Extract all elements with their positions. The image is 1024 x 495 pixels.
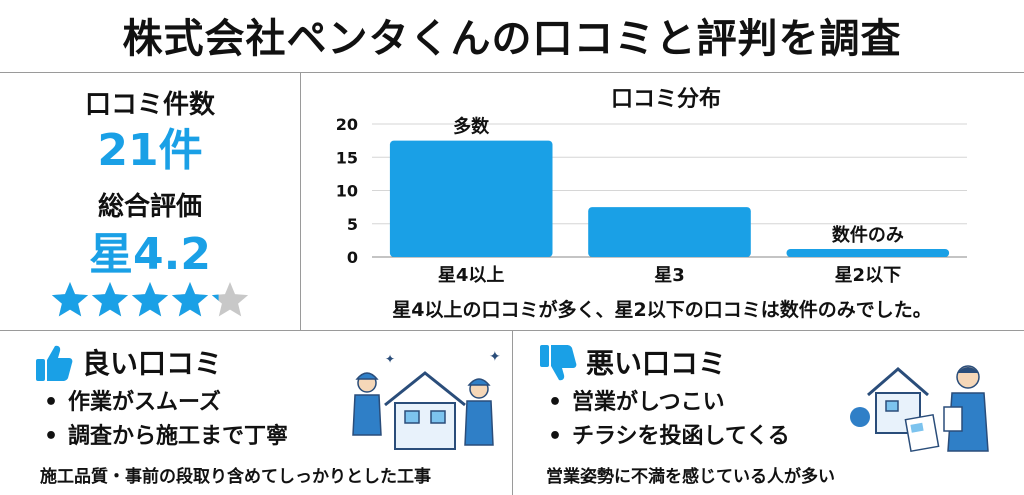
y-tick-label: 15 [336,148,358,167]
chart-title: 口コミ分布 [611,86,721,112]
page-title: 株式会社ペンタくんの口コミと評判を調査 [122,16,902,62]
star-icon [51,282,89,317]
bad-review-item: 営業がしつこい [572,390,725,415]
good-reviews-list: • 作業がスムーズ • 調査から施工まで丁寧 [44,386,288,454]
bar [389,140,553,257]
bar [786,249,950,257]
good-reviews-title: 良い口コミ [82,347,223,380]
good-reviews-footer: 施工品質・事前の段取り含めてしっかりとした工事 [40,467,431,487]
y-tick-label: 20 [336,115,358,134]
star-icon [91,282,129,317]
good-review-item: 作業がスムーズ [68,390,221,415]
workers-house-illustration: ✦ ✦ [352,349,501,450]
thumbs-down-icon [540,345,577,381]
rating-stars [51,282,249,317]
overall-rating-label: 総合評価 [97,192,202,222]
svg-text:✦: ✦ [385,352,395,366]
star-icon [131,282,169,317]
bar-annotation: 数件のみ [832,224,904,246]
y-tick-label: 10 [336,182,358,201]
x-tick-label: 星2以下 [835,265,902,286]
star-icon-empty [211,282,249,317]
salesman-house-illustration [850,365,989,453]
divider-vertical-top [300,72,301,330]
list-item: • 営業がしつこい [548,386,790,420]
star-icon [171,282,209,317]
list-item: • チラシを投函してくる [548,420,790,454]
good-review-item: 調査から施工まで丁寧 [68,424,289,449]
list-item: • 作業がスムーズ [44,386,288,420]
thumbs-up-icon [36,345,73,381]
svg-text:✦: ✦ [489,349,501,365]
bar-annotation: 多数 [453,116,490,138]
review-count-label: 口コミ件数 [84,90,215,120]
bullet-dot: • [548,390,563,415]
bar [588,207,751,257]
review-count-value: 21件 [97,125,203,176]
y-tick-label: 5 [347,215,358,234]
bad-reviews-title: 悪い口コミ [586,347,727,380]
bullet-dot: • [44,424,59,449]
list-item: • 調査から施工まで丁寧 [44,420,288,454]
overall-rating-value: 星4.2 [89,229,211,280]
bad-review-item: チラシを投函してくる [572,424,790,449]
bullet-dot: • [548,424,563,449]
y-tick-label: 0 [347,248,358,267]
bullet-dot: • [44,390,59,415]
star-icon [211,294,219,301]
bad-reviews-list: • 営業がしつこい • チラシを投函してくる [548,386,790,454]
bad-reviews-footer: 営業姿勢に不満を感じている人が多い [546,467,835,487]
chart-caption: 星4以上の口コミが多く、星2以下の口コミは数件のみでした。 [392,299,932,321]
x-tick-label: 星4以上 [438,265,505,286]
divider-top [0,72,1024,73]
x-tick-label: 星3 [654,265,685,286]
divider-vertical-bottom [512,330,513,495]
